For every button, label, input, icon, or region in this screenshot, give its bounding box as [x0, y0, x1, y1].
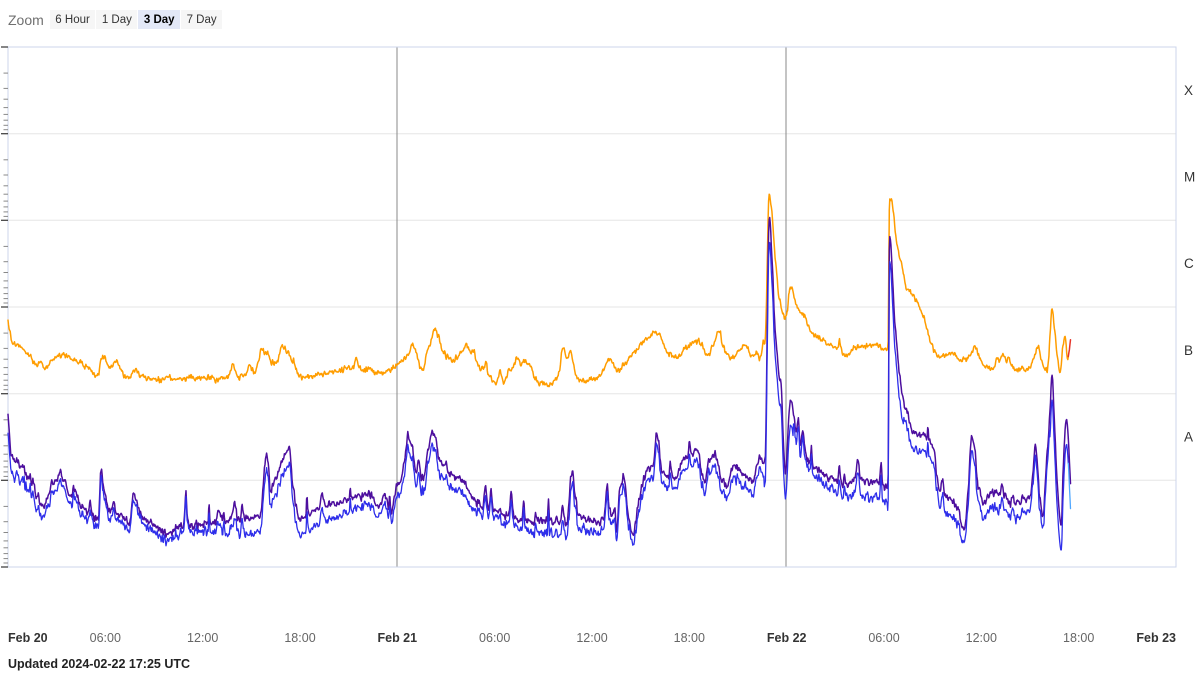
svg-text:12:00: 12:00: [187, 631, 218, 645]
svg-text:06:00: 06:00: [868, 631, 899, 645]
svg-text:X: X: [1184, 83, 1193, 98]
svg-text:Feb 21: Feb 21: [377, 631, 417, 645]
svg-text:M: M: [1184, 170, 1195, 185]
svg-text:Feb 20: Feb 20: [8, 631, 48, 645]
svg-text:06:00: 06:00: [479, 631, 510, 645]
svg-text:06:00: 06:00: [90, 631, 121, 645]
svg-text:18:00: 18:00: [1063, 631, 1094, 645]
svg-text:Feb 23: Feb 23: [1136, 631, 1176, 645]
svg-text:A: A: [1184, 430, 1193, 445]
svg-text:Feb 22: Feb 22: [767, 631, 807, 645]
svg-text:12:00: 12:00: [966, 631, 997, 645]
svg-text:B: B: [1184, 343, 1193, 358]
svg-text:18:00: 18:00: [674, 631, 705, 645]
svg-text:C: C: [1184, 256, 1194, 271]
svg-text:18:00: 18:00: [284, 631, 315, 645]
svg-text:12:00: 12:00: [576, 631, 607, 645]
